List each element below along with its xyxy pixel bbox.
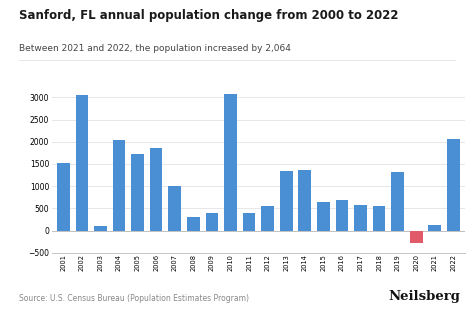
Bar <box>299 170 311 231</box>
Bar <box>354 205 367 231</box>
Bar <box>447 139 460 231</box>
Bar <box>392 173 404 231</box>
Bar <box>410 231 422 243</box>
Bar <box>57 163 70 231</box>
Text: Source: U.S. Census Bureau (Population Estimates Program): Source: U.S. Census Bureau (Population E… <box>19 295 249 303</box>
Text: Between 2021 and 2022, the population increased by 2,064: Between 2021 and 2022, the population in… <box>19 44 291 53</box>
Bar <box>428 225 441 231</box>
Bar <box>131 154 144 231</box>
Bar <box>373 206 385 231</box>
Bar <box>336 200 348 231</box>
Bar <box>168 186 181 231</box>
Text: Sanford, FL annual population change from 2000 to 2022: Sanford, FL annual population change fro… <box>19 9 399 22</box>
Bar <box>261 206 274 231</box>
Bar <box>113 140 125 231</box>
Bar <box>75 95 88 231</box>
Bar <box>187 217 200 231</box>
Bar <box>224 94 237 231</box>
Bar <box>317 202 329 231</box>
Text: Neilsberg: Neilsberg <box>388 290 460 303</box>
Bar <box>94 226 107 231</box>
Bar <box>243 213 255 231</box>
Bar <box>206 213 218 231</box>
Bar <box>150 148 163 231</box>
Bar <box>280 171 292 231</box>
